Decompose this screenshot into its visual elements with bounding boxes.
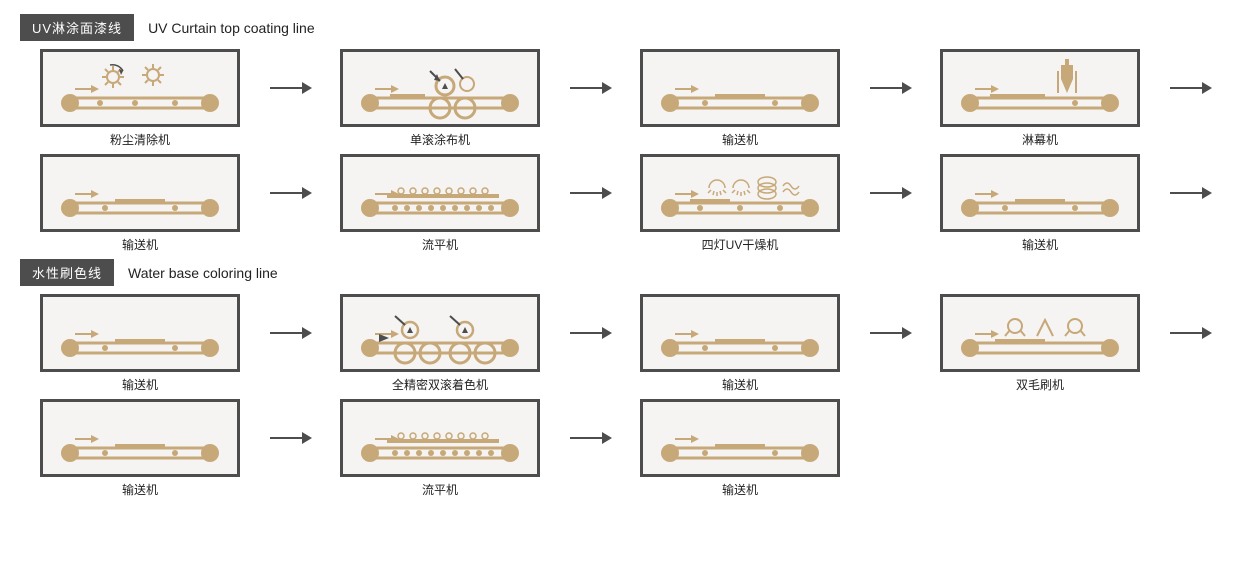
single-roller-icon (340, 49, 540, 127)
leveling-icon (340, 399, 540, 477)
process-row: 输送机 流平机 输送机 (20, 399, 1239, 498)
double-roller-icon (340, 294, 540, 372)
conveyor-icon (640, 294, 840, 372)
flow-arrow (560, 294, 620, 372)
process-caption: 粉尘清除机 (110, 131, 170, 148)
process-unit: 输送机 (620, 49, 860, 148)
process-caption: 输送机 (722, 131, 758, 148)
flow-arrow (260, 154, 320, 232)
process-unit: 输送机 (20, 154, 260, 253)
process-caption: 输送机 (722, 481, 758, 498)
conveyor-icon (40, 294, 240, 372)
process-caption: 双毛刷机 (1016, 376, 1064, 393)
flow-arrow (1160, 294, 1220, 372)
conveyor-icon (940, 154, 1140, 232)
process-caption: 输送机 (1022, 236, 1058, 253)
section-badge: 水性刷色线 (20, 259, 114, 286)
process-unit: 四灯UV干燥机 (620, 154, 860, 253)
flow-arrow (560, 49, 620, 127)
process-unit: 单滚涂布机 (320, 49, 560, 148)
flow-arrow (560, 399, 620, 477)
process-caption: 流平机 (422, 236, 458, 253)
process-caption: 四灯UV干燥机 (702, 236, 779, 253)
process-unit: 流平机 (320, 399, 560, 498)
conveyor-icon (640, 399, 840, 477)
process-caption: 输送机 (122, 236, 158, 253)
process-unit: 双毛刷机 (920, 294, 1160, 393)
process-caption: 输送机 (722, 376, 758, 393)
process-unit: 流平机 (320, 154, 560, 253)
process-unit: 输送机 (20, 399, 260, 498)
section-header: UV淋涂面漆线 UV Curtain top coating line (20, 14, 1239, 41)
process-caption: 流平机 (422, 481, 458, 498)
section-subtitle: Water base coloring line (128, 265, 278, 281)
process-caption: 全精密双滚着色机 (392, 376, 488, 393)
flow-arrow (860, 154, 920, 232)
flow-arrow (260, 399, 320, 477)
process-unit: 输送机 (620, 399, 860, 498)
flow-arrow (860, 49, 920, 127)
process-unit: 输送机 (620, 294, 860, 393)
process-caption: 输送机 (122, 376, 158, 393)
process-row: 输送机 全精密双滚着色机 输送机 双毛刷机 (20, 294, 1239, 393)
flow-arrow (560, 154, 620, 232)
conveyor-icon (40, 399, 240, 477)
flow-arrow (260, 294, 320, 372)
process-unit: 全精密双滚着色机 (320, 294, 560, 393)
leveling-icon (340, 154, 540, 232)
process-unit: 输送机 (920, 154, 1160, 253)
conveyor-icon (40, 154, 240, 232)
section-header: 水性刷色线 Water base coloring line (20, 259, 1239, 286)
process-row: 粉尘清除机 单滚涂布机 输送机 淋幕机 (20, 49, 1239, 148)
flow-arrow (1160, 49, 1220, 127)
flow-arrow (1160, 154, 1220, 232)
process-unit: 粉尘清除机 (20, 49, 260, 148)
section-subtitle: UV Curtain top coating line (148, 20, 315, 36)
process-row: 输送机 流平机 四灯UV干燥机 输送机 (20, 154, 1239, 253)
double-brush-icon (940, 294, 1140, 372)
process-caption: 单滚涂布机 (410, 131, 470, 148)
process-unit: 淋幕机 (920, 49, 1160, 148)
flow-arrow (260, 49, 320, 127)
process-caption: 输送机 (122, 481, 158, 498)
uv-dryer-icon (640, 154, 840, 232)
process-unit: 输送机 (20, 294, 260, 393)
dust-cleaner-icon (40, 49, 240, 127)
process-caption: 淋幕机 (1022, 131, 1058, 148)
flow-arrow (860, 294, 920, 372)
section-badge: UV淋涂面漆线 (20, 14, 134, 41)
curtain-coater-icon (940, 49, 1140, 127)
conveyor-icon (640, 49, 840, 127)
